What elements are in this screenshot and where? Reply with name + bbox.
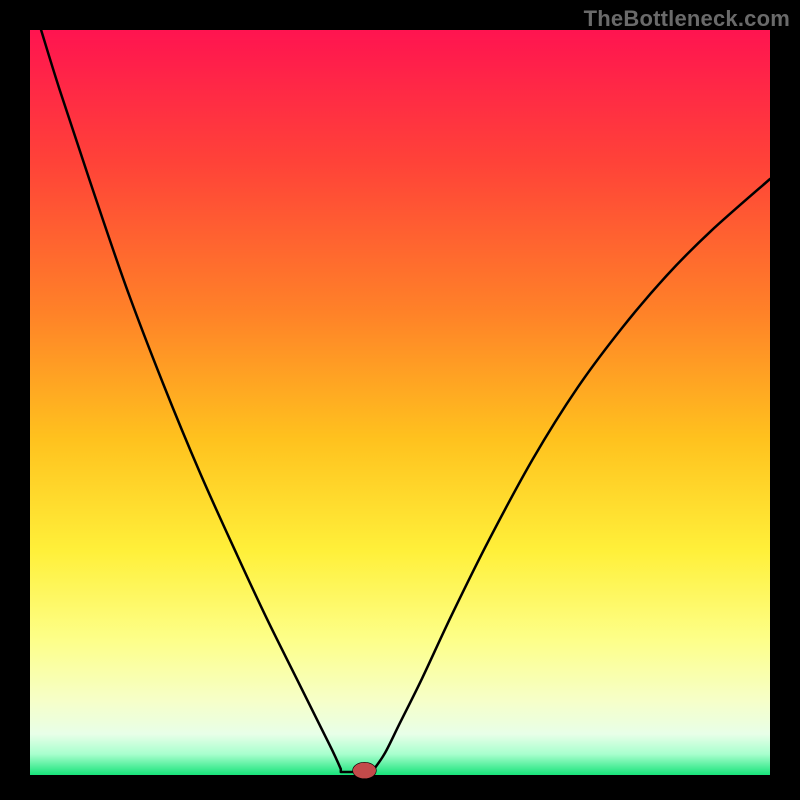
chart-frame: TheBottleneck.com (0, 0, 800, 800)
plot-background (30, 30, 770, 775)
optimal-marker (353, 762, 377, 778)
bottleneck-chart (0, 0, 800, 800)
